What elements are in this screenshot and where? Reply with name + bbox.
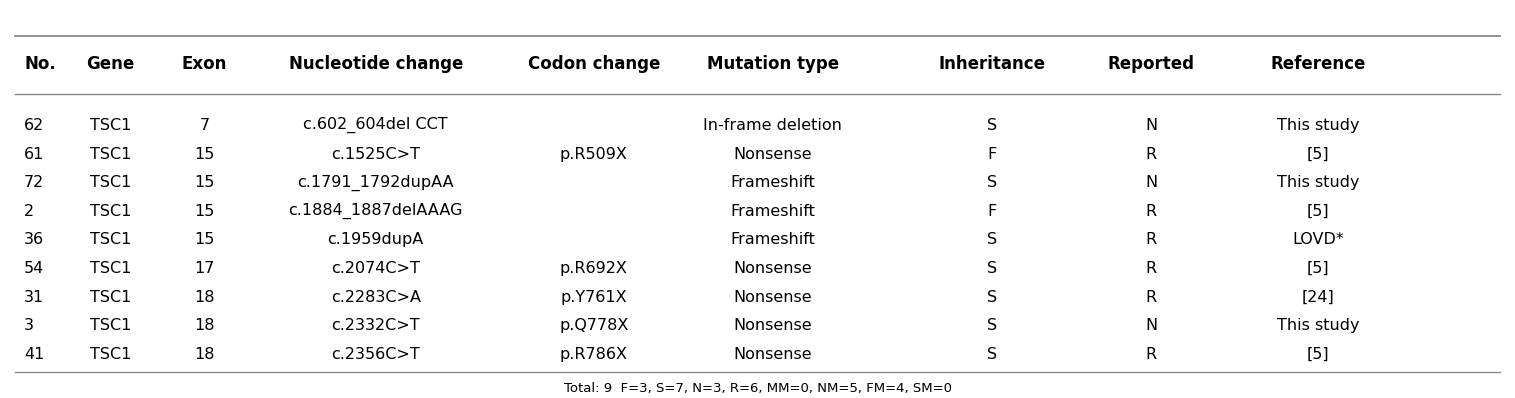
- Text: N: N: [1145, 318, 1157, 334]
- Text: Nonsense: Nonsense: [733, 146, 812, 162]
- Text: TSC1: TSC1: [89, 318, 132, 334]
- Text: S: S: [988, 175, 997, 190]
- Text: Reference: Reference: [1271, 55, 1365, 73]
- Text: c.2356C>T: c.2356C>T: [332, 347, 420, 362]
- Text: 15: 15: [194, 175, 215, 190]
- Text: c.2074C>T: c.2074C>T: [332, 261, 420, 276]
- Text: 18: 18: [194, 318, 215, 334]
- Text: 36: 36: [24, 232, 44, 248]
- Text: 15: 15: [194, 232, 215, 248]
- Text: Nonsense: Nonsense: [733, 318, 812, 334]
- Text: R: R: [1145, 204, 1157, 219]
- Text: R: R: [1145, 261, 1157, 276]
- Text: S: S: [988, 347, 997, 362]
- Text: 15: 15: [194, 204, 215, 219]
- Text: TSC1: TSC1: [89, 290, 132, 305]
- Text: Mutation type: Mutation type: [706, 55, 839, 73]
- Text: 2: 2: [24, 204, 35, 219]
- Text: R: R: [1145, 290, 1157, 305]
- Text: TSC1: TSC1: [89, 118, 132, 133]
- Text: [5]: [5]: [1307, 347, 1329, 362]
- Text: N: N: [1145, 118, 1157, 133]
- Text: This study: This study: [1277, 318, 1359, 334]
- Text: Frameshift: Frameshift: [730, 204, 815, 219]
- Text: Inheritance: Inheritance: [939, 55, 1045, 73]
- Text: 62: 62: [24, 118, 44, 133]
- Text: 17: 17: [194, 261, 215, 276]
- Text: This study: This study: [1277, 175, 1359, 190]
- Text: Total: 9  F=3, S=7, N=3, R=6, MM=0, NM=5, FM=4, SM=0: Total: 9 F=3, S=7, N=3, R=6, MM=0, NM=5,…: [564, 382, 951, 394]
- Text: p.Y761X: p.Y761X: [561, 290, 627, 305]
- Text: This study: This study: [1277, 118, 1359, 133]
- Text: TSC1: TSC1: [89, 232, 132, 248]
- Text: 15: 15: [194, 146, 215, 162]
- Text: S: S: [988, 261, 997, 276]
- Text: Nonsense: Nonsense: [733, 347, 812, 362]
- Text: [5]: [5]: [1307, 261, 1329, 276]
- Text: 31: 31: [24, 290, 44, 305]
- Text: Gene: Gene: [86, 55, 135, 73]
- Text: LOVD*: LOVD*: [1292, 232, 1344, 248]
- Text: TSC1: TSC1: [89, 347, 132, 362]
- Text: 54: 54: [24, 261, 44, 276]
- Text: [5]: [5]: [1307, 204, 1329, 219]
- Text: 41: 41: [24, 347, 44, 362]
- Text: 61: 61: [24, 146, 44, 162]
- Text: R: R: [1145, 347, 1157, 362]
- Text: p.R509X: p.R509X: [561, 146, 627, 162]
- Text: S: S: [988, 318, 997, 334]
- Text: TSC1: TSC1: [89, 146, 132, 162]
- Text: TSC1: TSC1: [89, 261, 132, 276]
- Text: c.2283C>A: c.2283C>A: [330, 290, 421, 305]
- Text: c.602_604del CCT: c.602_604del CCT: [303, 117, 448, 133]
- Text: Frameshift: Frameshift: [730, 232, 815, 248]
- Text: p.R692X: p.R692X: [561, 261, 627, 276]
- Text: Nucleotide change: Nucleotide change: [288, 55, 464, 73]
- Text: Codon change: Codon change: [527, 55, 661, 73]
- Text: [24]: [24]: [1301, 290, 1335, 305]
- Text: S: S: [988, 290, 997, 305]
- Text: No.: No.: [24, 55, 56, 73]
- Text: TSC1: TSC1: [89, 175, 132, 190]
- Text: Reported: Reported: [1107, 55, 1195, 73]
- Text: Exon: Exon: [182, 55, 227, 73]
- Text: 72: 72: [24, 175, 44, 190]
- Text: 3: 3: [24, 318, 35, 334]
- Text: p.R786X: p.R786X: [561, 347, 627, 362]
- Text: c.2332C>T: c.2332C>T: [332, 318, 420, 334]
- Text: p.Q778X: p.Q778X: [559, 318, 629, 334]
- Text: In-frame deletion: In-frame deletion: [703, 118, 842, 133]
- Text: S: S: [988, 232, 997, 248]
- Text: F: F: [988, 204, 997, 219]
- Text: c.1791_1792dupAA: c.1791_1792dupAA: [297, 175, 454, 191]
- Text: R: R: [1145, 232, 1157, 248]
- Text: c.1959dupA: c.1959dupA: [327, 232, 424, 248]
- Text: [5]: [5]: [1307, 146, 1329, 162]
- Text: Nonsense: Nonsense: [733, 290, 812, 305]
- Text: c.1884_1887delAAAG: c.1884_1887delAAAG: [288, 203, 464, 219]
- Text: S: S: [988, 118, 997, 133]
- Text: TSC1: TSC1: [89, 204, 132, 219]
- Text: 18: 18: [194, 347, 215, 362]
- Text: Frameshift: Frameshift: [730, 175, 815, 190]
- Text: N: N: [1145, 175, 1157, 190]
- Text: F: F: [988, 146, 997, 162]
- Text: R: R: [1145, 146, 1157, 162]
- Text: Nonsense: Nonsense: [733, 261, 812, 276]
- Text: 7: 7: [200, 118, 209, 133]
- Text: c.1525C>T: c.1525C>T: [332, 146, 420, 162]
- Text: 18: 18: [194, 290, 215, 305]
